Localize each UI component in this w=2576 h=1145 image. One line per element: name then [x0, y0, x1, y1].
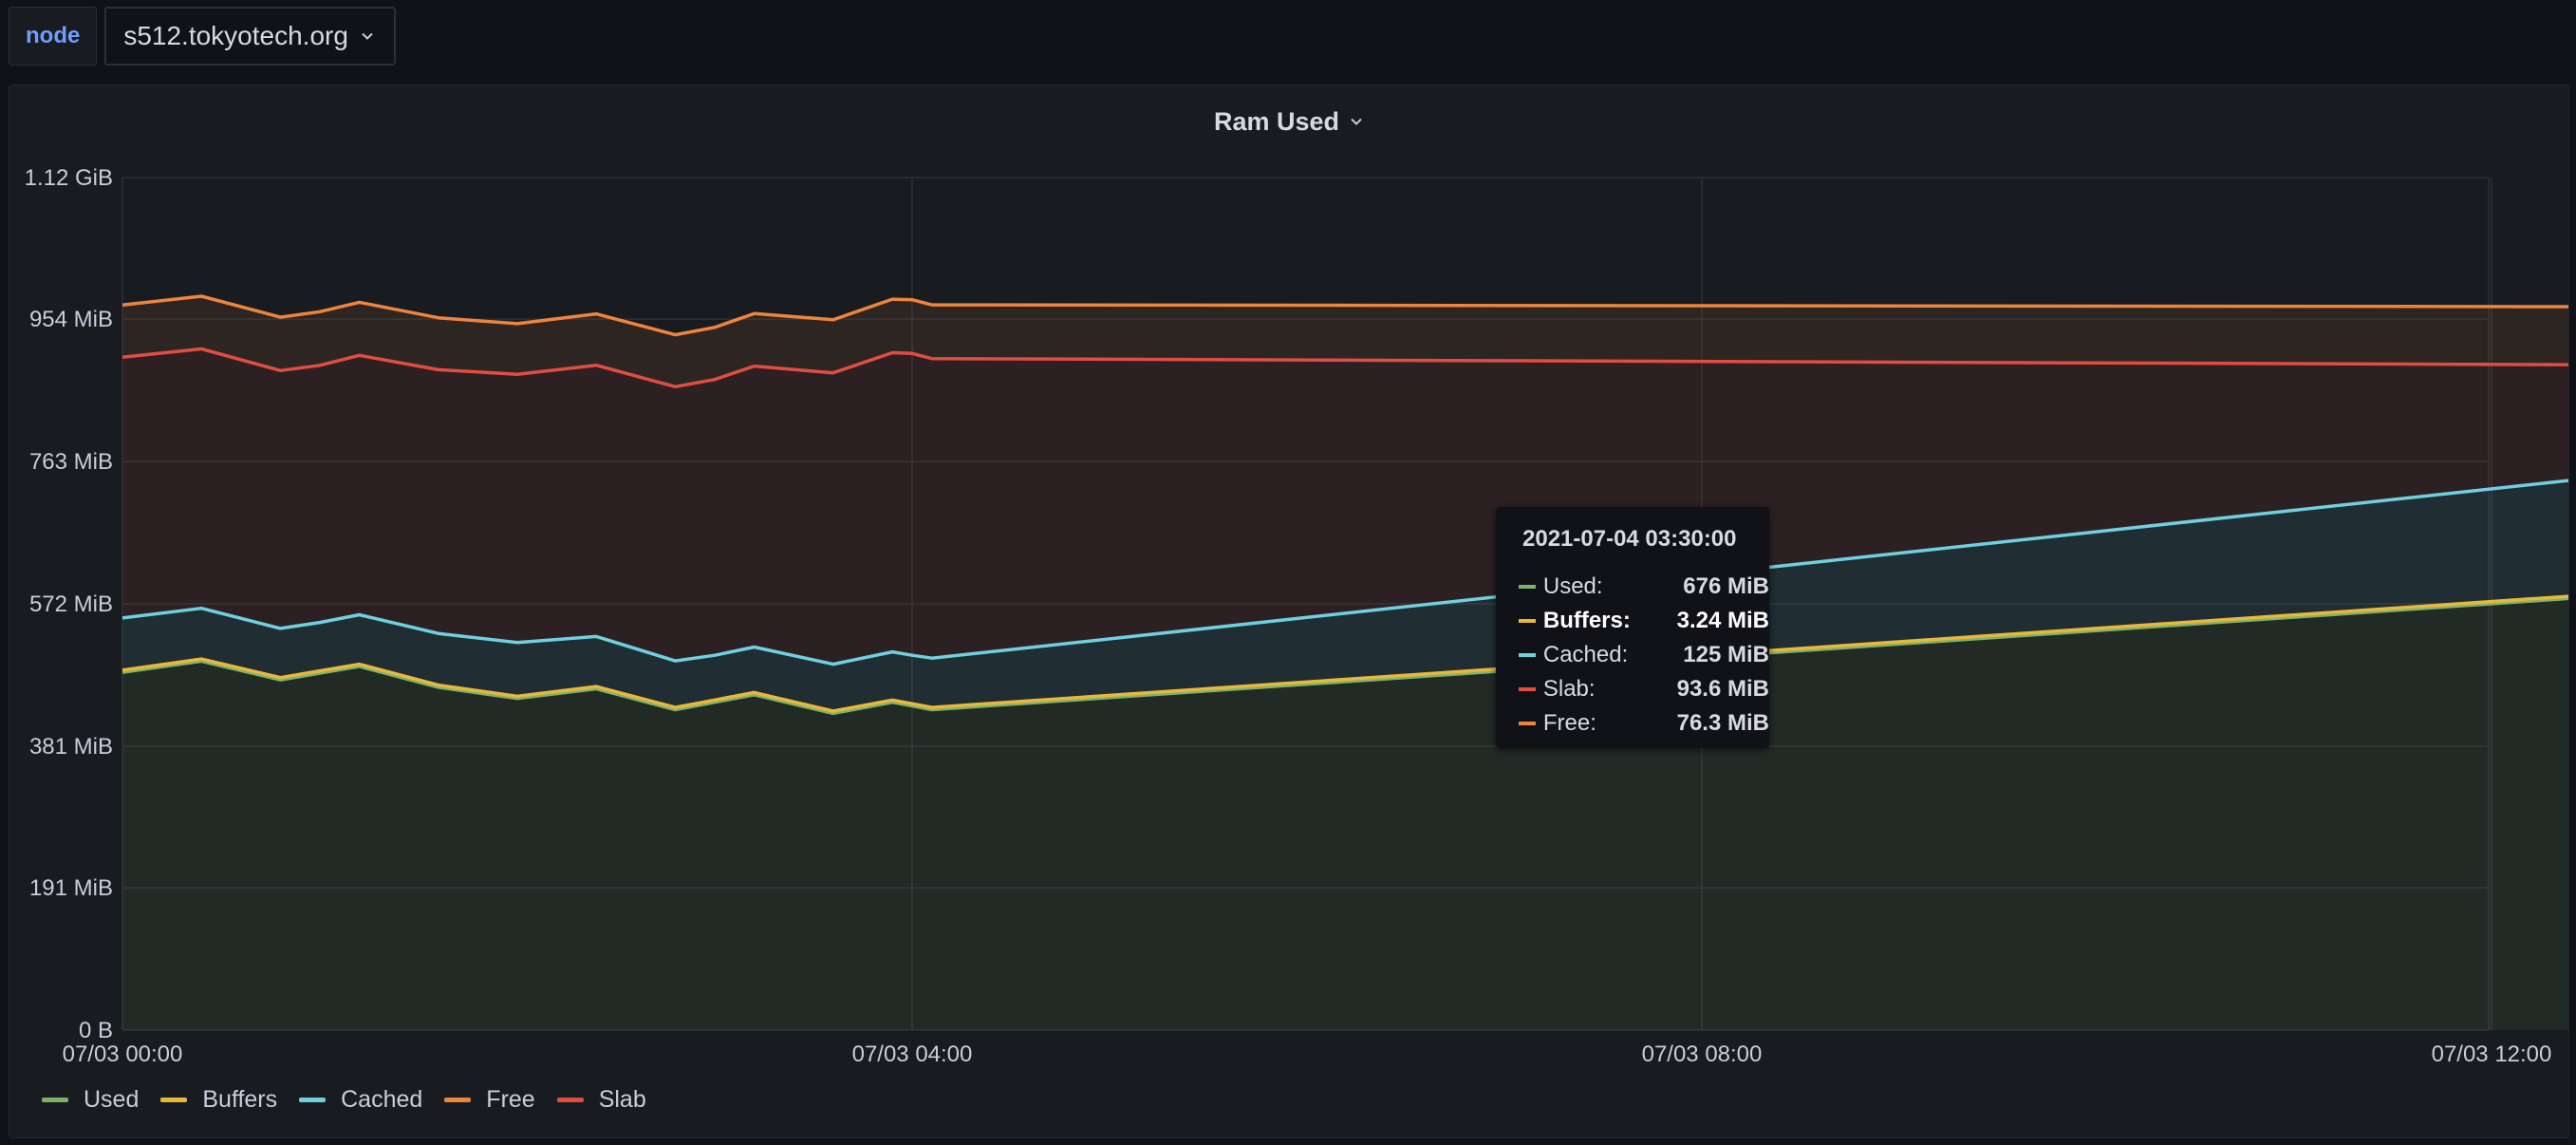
series-line-buffers: [121, 594, 2568, 713]
graph-legend: Used Buffers Cached Free Slab: [42, 1086, 668, 1114]
legend-label: Free: [486, 1086, 535, 1113]
legend-item-free[interactable]: Free: [444, 1086, 535, 1114]
x-tick-label: 07/03 00:00: [63, 1042, 183, 1067]
legend-item-buffers[interactable]: Buffers: [160, 1086, 277, 1114]
series-line-free: [121, 294, 2568, 337]
graph-tooltip: 2021-07-04 03:30:00 Used: 676 MiB Buffers:…: [1496, 507, 1769, 748]
tooltip-row: Free: 76.3 MiB: [1519, 706, 1769, 741]
tooltip-series-value: 676 MiB: [1683, 573, 1769, 599]
y-tick-label: 1.12 GiB: [25, 165, 113, 191]
tooltip-swatch: [1519, 722, 1536, 725]
series-line-used: [121, 596, 2568, 716]
tooltip-row: Used: 676 MiB: [1519, 570, 1769, 604]
variable-label: node: [9, 7, 98, 66]
ram-used-panel: Ram Used 0 B 191 MiB 381 MiB 572 MiB 763 MiB…: [9, 84, 2569, 1138]
panel-title-text: Ram Used: [1213, 106, 1340, 136]
x-tick-label: 07/03 04:00: [852, 1042, 973, 1067]
y-tick-label: 191 MiB: [29, 875, 113, 901]
legend-item-slab[interactable]: Slab: [556, 1086, 646, 1114]
tooltip-series-name: Free:: [1542, 710, 1596, 736]
panel-title[interactable]: Ram Used: [9, 99, 2568, 144]
legend-item-used[interactable]: Used: [42, 1086, 139, 1114]
series-line-cached: [121, 479, 2568, 666]
tooltip-series-value: 93.6 MiB: [1676, 676, 1769, 702]
variable-bar: node s512.tokyotech.org: [9, 7, 396, 66]
series-area-cached: [122, 480, 2568, 711]
tooltip-series-value: 3.24 MiB: [1676, 608, 1769, 633]
chevron-down-icon: [1351, 118, 1362, 125]
series-area-free: [122, 296, 2568, 387]
legend-swatch: [299, 1098, 327, 1102]
tooltip-series-name: Used:: [1542, 573, 1603, 599]
chevron-down-icon: [362, 32, 373, 40]
y-tick-label: 0 B: [79, 1018, 113, 1043]
node-select-value: s512.tokyotech.org: [123, 21, 348, 50]
tooltip-series-name: Buffers:: [1542, 608, 1631, 633]
legend-label: Cached: [341, 1086, 423, 1113]
tooltip-row: Buffers: 3.24 MiB: [1519, 604, 1769, 638]
legend-swatch: [444, 1098, 472, 1102]
series-line-slab: [121, 347, 2568, 389]
ram-used-chart[interactable]: 0 B 191 MiB 381 MiB 572 MiB 763 MiB 954 MiB 1.…: [9, 85, 2568, 1137]
legend-swatch: [160, 1098, 188, 1102]
x-tick-label: 07/03 08:00: [1642, 1042, 1763, 1067]
x-tick-label: 07/03 12:00: [2432, 1042, 2552, 1067]
series-area-slab: [122, 348, 2568, 665]
tooltip-series-name: Slab:: [1542, 676, 1596, 702]
tooltip-rows: Used: 676 MiB Buffers: 3.24 MiB Cached: 125 M…: [1519, 570, 1769, 741]
series-area-used: [122, 598, 2568, 1030]
legend-swatch: [42, 1098, 68, 1102]
legend-label: Slab: [598, 1086, 646, 1113]
tooltip-series-value: 76.3 MiB: [1676, 710, 1769, 736]
node-select[interactable]: s512.tokyotech.org: [104, 7, 396, 66]
tooltip-series-value: 125 MiB: [1683, 642, 1769, 667]
tooltip-time: 2021-07-04 03:30:00: [1522, 526, 1737, 552]
tooltip-row: Slab: 93.6 MiB: [1519, 672, 1769, 706]
y-tick-label: 381 MiB: [29, 734, 113, 760]
legend-swatch: [556, 1098, 584, 1102]
tooltip-swatch: [1519, 585, 1536, 589]
y-tick-label: 572 MiB: [29, 591, 113, 617]
tooltip-series-name: Cached:: [1542, 642, 1629, 667]
tooltip-swatch: [1519, 687, 1536, 691]
legend-item-cached[interactable]: Cached: [299, 1086, 422, 1114]
y-tick-label: 763 MiB: [29, 449, 113, 475]
tooltip-swatch: [1519, 653, 1536, 657]
y-tick-label: 954 MiB: [29, 307, 113, 332]
tooltip-swatch: [1519, 619, 1536, 623]
legend-label: Buffers: [202, 1086, 278, 1113]
legend-label: Used: [84, 1086, 140, 1113]
tooltip-row: Cached: 125 MiB: [1519, 638, 1769, 672]
